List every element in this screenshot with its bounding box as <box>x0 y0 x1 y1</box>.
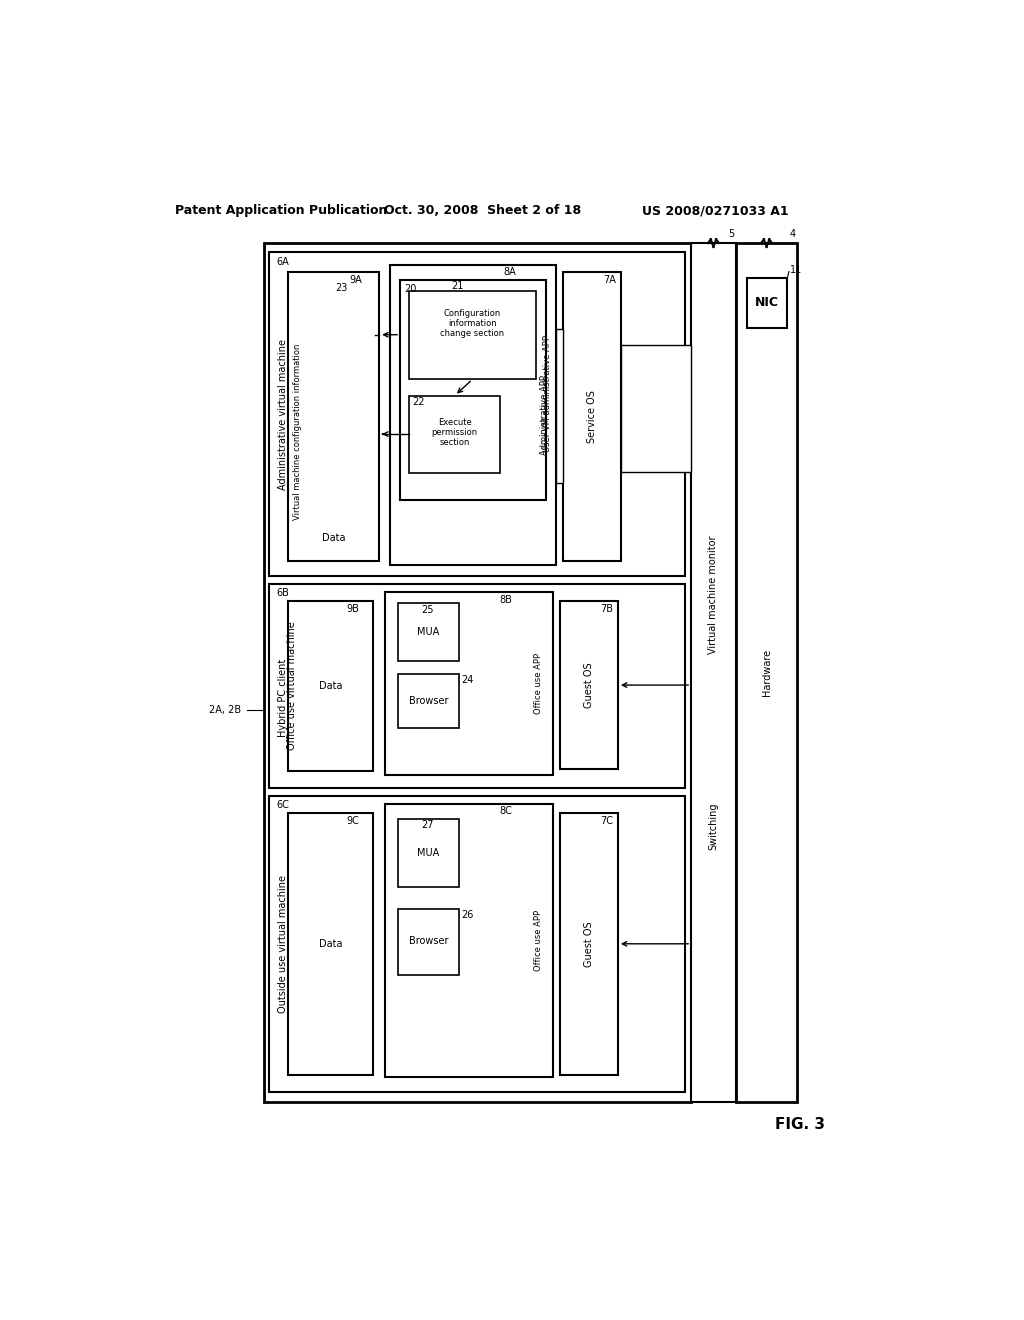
Text: permission: permission <box>432 428 478 437</box>
Bar <box>410 290 537 379</box>
Text: 8A: 8A <box>503 268 516 277</box>
Text: 9B: 9B <box>346 603 359 614</box>
Bar <box>289 601 373 771</box>
Bar <box>397 603 460 661</box>
Text: Browser: Browser <box>409 696 449 706</box>
Bar <box>397 909 460 974</box>
Text: Configuration: Configuration <box>443 309 501 318</box>
Text: Data: Data <box>319 939 342 949</box>
Text: Service OS: Service OS <box>587 389 597 442</box>
Text: 26: 26 <box>461 911 473 920</box>
Text: 2A, 2B: 2A, 2B <box>209 705 241 715</box>
Text: 9A: 9A <box>349 275 362 285</box>
Text: 7C: 7C <box>600 816 613 825</box>
Bar <box>269 252 685 576</box>
Text: 5: 5 <box>728 228 734 239</box>
Text: Browser: Browser <box>409 936 449 946</box>
Text: Data: Data <box>323 533 345 543</box>
Bar <box>691 243 736 1102</box>
Bar <box>400 280 547 499</box>
Text: change section: change section <box>440 330 505 338</box>
Text: 20: 20 <box>404 284 417 294</box>
Text: 8C: 8C <box>500 807 512 816</box>
Text: section: section <box>439 438 470 447</box>
Bar <box>563 272 621 561</box>
Text: Data: Data <box>319 681 342 690</box>
Text: Execute: Execute <box>438 418 472 426</box>
Bar <box>264 243 691 1102</box>
Bar <box>269 796 685 1093</box>
Text: 7A: 7A <box>603 275 616 285</box>
Text: NIC: NIC <box>755 296 778 309</box>
Text: Administrative APP: Administrative APP <box>540 375 549 455</box>
Text: 24: 24 <box>461 676 473 685</box>
Bar <box>289 813 373 1074</box>
Bar <box>390 264 556 565</box>
Text: Guest OS: Guest OS <box>584 663 594 708</box>
Text: Office use APP: Office use APP <box>535 653 543 714</box>
Text: Virtual machine monitor: Virtual machine monitor <box>709 536 719 655</box>
Text: Hardware: Hardware <box>762 648 771 696</box>
Text: 21: 21 <box>452 281 464 292</box>
Text: User VM administrative APP: User VM administrative APP <box>544 335 552 451</box>
Text: MUA: MUA <box>418 627 439 638</box>
Bar <box>736 243 798 1102</box>
Text: Switching: Switching <box>709 803 719 850</box>
Text: Virtual machine configuration information: Virtual machine configuration informatio… <box>293 343 302 520</box>
Text: 6C: 6C <box>276 800 290 810</box>
Text: 25: 25 <box>421 605 433 615</box>
Bar <box>746 277 786 327</box>
Text: information: information <box>449 319 497 329</box>
Bar <box>397 675 460 729</box>
Text: Administrative virtual machine: Administrative virtual machine <box>279 338 288 490</box>
Text: 11: 11 <box>791 265 803 275</box>
Text: MUA: MUA <box>418 847 439 858</box>
Text: Hybrid PC client: Hybrid PC client <box>279 659 288 737</box>
Text: US 2008/0271033 A1: US 2008/0271033 A1 <box>642 205 790 218</box>
Text: Oct. 30, 2008  Sheet 2 of 18: Oct. 30, 2008 Sheet 2 of 18 <box>384 205 581 218</box>
Bar <box>385 591 553 775</box>
Text: 27: 27 <box>421 820 433 830</box>
Text: 4: 4 <box>790 228 796 239</box>
Bar <box>556 330 563 483</box>
Bar <box>289 272 379 561</box>
Bar <box>385 804 553 1077</box>
Text: 22: 22 <box>413 397 425 407</box>
Bar <box>410 396 500 473</box>
Bar <box>621 345 691 471</box>
Text: Guest OS: Guest OS <box>584 921 594 966</box>
Text: 6B: 6B <box>276 589 290 598</box>
Text: 6A: 6A <box>276 256 290 267</box>
Text: Patent Application Publication: Patent Application Publication <box>174 205 387 218</box>
Text: 7B: 7B <box>600 603 613 614</box>
Bar <box>269 585 685 788</box>
Text: 8B: 8B <box>500 594 512 605</box>
Text: 9C: 9C <box>346 816 359 825</box>
Bar <box>560 813 617 1074</box>
Bar <box>560 601 617 770</box>
Text: Outside use virtual machine: Outside use virtual machine <box>279 875 288 1012</box>
Text: Office use APP: Office use APP <box>535 909 543 970</box>
Text: 23: 23 <box>335 282 348 293</box>
Bar <box>397 818 460 887</box>
Text: Office use virtual machine: Office use virtual machine <box>288 622 297 750</box>
Text: FIG. 3: FIG. 3 <box>775 1117 825 1133</box>
